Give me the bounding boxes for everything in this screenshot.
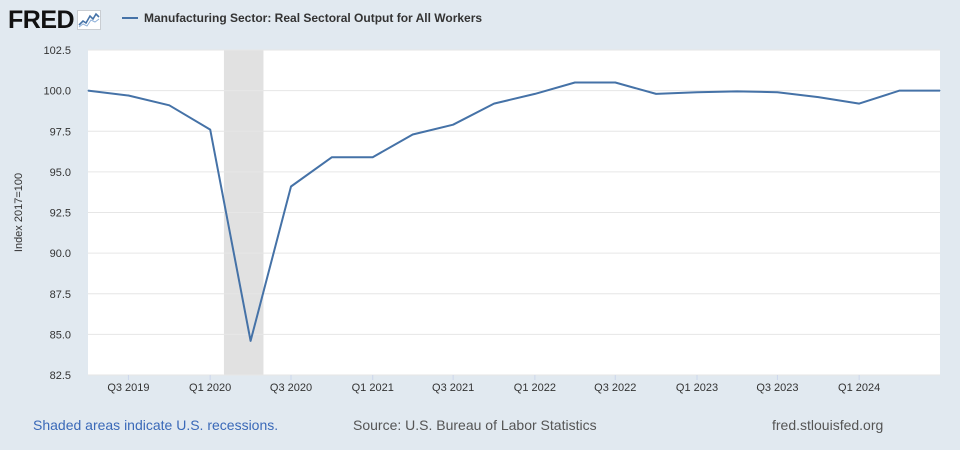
x-tick-label: Q3 2022 xyxy=(594,382,636,394)
x-tick-label: Q1 2024 xyxy=(838,382,880,394)
data-point xyxy=(655,93,657,95)
y-tick-label: 85.0 xyxy=(50,329,71,341)
data-point xyxy=(776,91,778,93)
x-tick-label: Q3 2020 xyxy=(270,382,312,394)
x-tick-label: Q1 2020 xyxy=(189,382,231,394)
chart-legend: Manufacturing Sector: Real Sectoral Outp… xyxy=(122,11,482,25)
data-point xyxy=(696,91,698,93)
source-text: Source: U.S. Bureau of Labor Statistics xyxy=(353,417,597,433)
recession-note: Shaded areas indicate U.S. recessions. xyxy=(33,417,279,433)
data-point xyxy=(858,103,860,105)
data-point xyxy=(127,95,129,96)
data-point xyxy=(372,156,374,158)
x-tick-label: Q3 2019 xyxy=(107,382,149,394)
data-point xyxy=(87,90,89,92)
y-axis-label: Index 2017=100 xyxy=(13,173,25,252)
y-tick-label: 95.0 xyxy=(50,167,71,179)
site-link[interactable]: fred.stlouisfed.org xyxy=(772,417,884,433)
data-point xyxy=(614,82,616,83)
data-point xyxy=(331,156,333,158)
x-tick-label: Q3 2021 xyxy=(432,382,474,394)
x-tick-label: Q1 2023 xyxy=(676,382,718,394)
data-point xyxy=(412,134,414,135)
data-point xyxy=(817,96,819,98)
grid-layer xyxy=(88,49,940,376)
x-tick-label: Q1 2021 xyxy=(352,382,394,394)
fred-logo-text: FRED xyxy=(8,6,75,34)
data-point xyxy=(939,90,941,92)
series-layer xyxy=(87,81,941,342)
y-tick-label: 87.5 xyxy=(50,289,71,301)
data-point xyxy=(452,124,454,126)
x-tick-label: Q1 2022 xyxy=(514,382,556,394)
y-tick-label: 102.5 xyxy=(43,45,71,57)
data-point xyxy=(209,129,211,131)
data-point xyxy=(574,82,576,83)
legend-swatch xyxy=(122,17,138,19)
data-point xyxy=(493,103,495,105)
y-tick-label: 90.0 xyxy=(50,248,71,260)
data-point xyxy=(250,340,252,342)
data-point xyxy=(899,90,901,92)
fred-logo[interactable]: FRED xyxy=(8,6,102,34)
x-axis: Q3 2019 Q1 2020 Q3 2020 Q1 2021 Q3 2021 Q1 20… xyxy=(107,375,880,394)
x-tick-label: Q3 2023 xyxy=(756,382,798,394)
series-line xyxy=(87,81,940,342)
y-tick-label: 82.5 xyxy=(50,370,71,382)
fred-chart-icon xyxy=(77,10,102,30)
y-tick-label: 100.0 xyxy=(43,86,71,98)
y-axis: 82.5 85.0 87.5 90.0 92.5 95.0 97.5 100.0 102.5 xyxy=(43,45,71,382)
data-point xyxy=(290,186,292,187)
y-tick-label: 97.5 xyxy=(50,126,71,138)
legend-label: Manufacturing Sector: Real Sectoral Outp… xyxy=(144,11,483,25)
data-point xyxy=(168,104,170,106)
y-tick-label: 92.5 xyxy=(50,208,71,220)
data-point xyxy=(736,90,738,92)
data-point xyxy=(534,93,536,95)
